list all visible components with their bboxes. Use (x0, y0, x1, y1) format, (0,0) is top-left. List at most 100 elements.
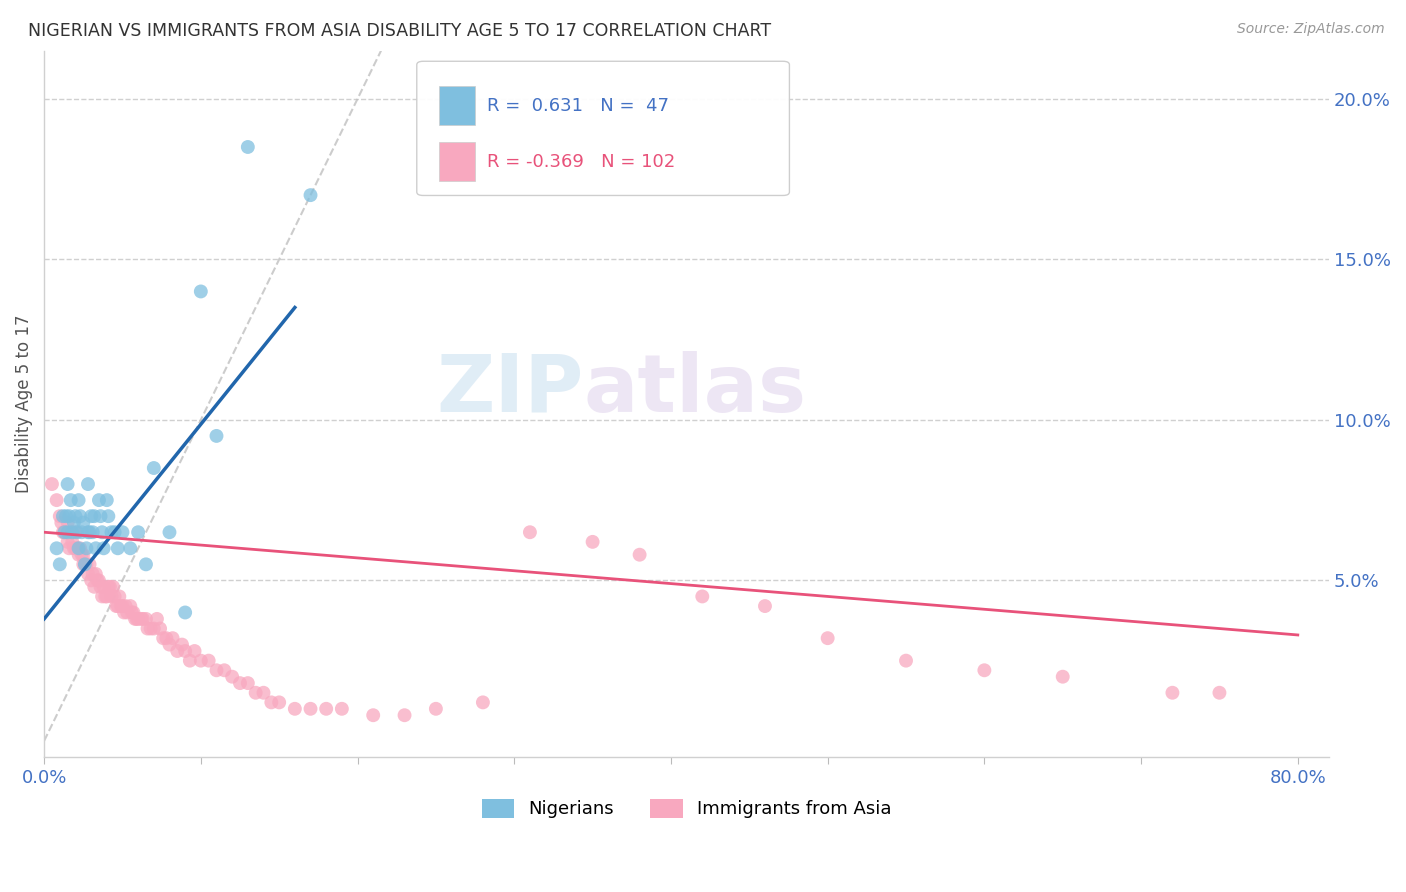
Point (55, 509, 77, 524)
Point (104, 525, 127, 540)
Point (80, 574, 103, 588)
Point (60, 525, 83, 540)
Point (65, 525, 87, 540)
Text: R = -0.369   N = 102: R = -0.369 N = 102 (488, 153, 676, 171)
Point (93, 580, 115, 594)
Point (45, 493, 67, 508)
Point (581, 534, 603, 549)
Point (299, 188, 322, 202)
Point (229, 676, 252, 690)
Point (69, 509, 91, 524)
Point (53, 525, 76, 540)
Point (139, 622, 162, 636)
Point (97, 509, 120, 524)
Point (166, 644, 188, 658)
Point (66, 541, 89, 556)
Point (84, 566, 107, 581)
Point (315, 702, 337, 716)
Point (236, 140, 259, 154)
Point (183, 644, 205, 658)
Point (87, 493, 110, 508)
Point (70, 548, 93, 562)
Point (330, 702, 353, 716)
Point (142, 622, 165, 636)
Point (97, 580, 120, 594)
Point (52, 509, 75, 524)
Point (98, 580, 121, 594)
Point (51, 516, 73, 530)
Legend: Nigerians, Immigrants from Asia: Nigerians, Immigrants from Asia (474, 792, 898, 826)
Point (162, 631, 184, 645)
Point (83, 580, 105, 594)
Point (142, 461, 165, 475)
Point (59, 525, 82, 540)
Point (149, 622, 172, 636)
Point (100, 590, 122, 604)
Point (59, 493, 82, 508)
Point (89, 580, 111, 594)
Point (127, 612, 149, 626)
FancyBboxPatch shape (416, 62, 789, 195)
Point (205, 429, 228, 443)
Point (79, 525, 101, 540)
Point (628, 548, 651, 562)
Point (425, 702, 447, 716)
Point (174, 644, 197, 658)
Point (82, 566, 104, 581)
Point (111, 525, 134, 540)
Point (72, 558, 94, 572)
Point (754, 599, 776, 613)
Point (83, 509, 105, 524)
Point (65, 541, 87, 556)
Point (107, 599, 129, 613)
Point (221, 670, 243, 684)
Point (67, 541, 90, 556)
Point (284, 702, 307, 716)
Point (49, 509, 72, 524)
Point (55, 525, 77, 540)
Point (79, 558, 101, 572)
Point (1208, 686, 1230, 700)
Point (72, 516, 94, 530)
Point (122, 606, 145, 620)
FancyBboxPatch shape (439, 86, 475, 125)
Point (973, 663, 995, 677)
Point (110, 599, 132, 613)
Point (519, 525, 541, 540)
Point (135, 558, 157, 572)
Point (121, 606, 143, 620)
Text: ZIP: ZIP (437, 351, 583, 429)
Point (67, 548, 90, 562)
Point (77, 566, 100, 581)
Point (170, 638, 193, 652)
Point (72, 548, 94, 562)
Text: NIGERIAN VS IMMIGRANTS FROM ASIA DISABILITY AGE 5 TO 17 CORRELATION CHART: NIGERIAN VS IMMIGRANTS FROM ASIA DISABIL… (28, 22, 772, 40)
Point (94, 590, 117, 604)
Point (120, 541, 142, 556)
Point (96, 590, 118, 604)
Point (114, 599, 136, 613)
Point (60, 534, 83, 549)
Point (77, 525, 100, 540)
Point (53, 525, 76, 540)
Point (75, 558, 97, 572)
Point (45, 541, 67, 556)
Point (93, 541, 115, 556)
Point (56, 525, 79, 540)
Point (205, 663, 228, 677)
Point (86, 574, 108, 588)
Point (120, 599, 142, 613)
Point (124, 612, 146, 626)
Text: atlas: atlas (583, 351, 807, 429)
Point (58, 541, 80, 556)
Point (817, 631, 839, 645)
Point (197, 654, 219, 668)
Point (82, 525, 104, 540)
FancyBboxPatch shape (439, 143, 475, 181)
Point (115, 606, 138, 620)
Y-axis label: Disability Age 5 to 17: Disability Age 5 to 17 (15, 315, 32, 493)
Point (66, 525, 89, 540)
Point (471, 695, 494, 709)
Point (56, 477, 79, 491)
Point (77, 477, 100, 491)
